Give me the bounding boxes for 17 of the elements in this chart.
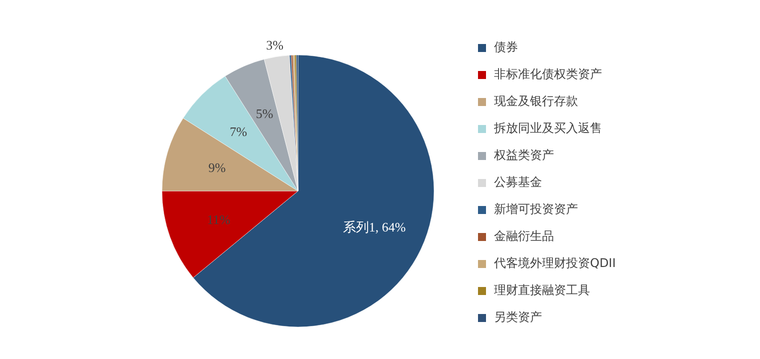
data-label: 系列1, 64% xyxy=(342,219,406,234)
data-label: 5% xyxy=(256,106,274,122)
legend-label: 现金及银行存款 xyxy=(494,93,578,110)
data-label: 3% xyxy=(266,37,284,52)
legend-label: 权益类资产 xyxy=(494,147,554,164)
legend-label: 拆放同业及买入返售 xyxy=(494,120,602,137)
legend-label: 理财直接融资工具 xyxy=(494,282,590,299)
legend-label: 代客境外理财投资QDII xyxy=(494,255,616,272)
legend-label: 金融衍生品 xyxy=(494,228,554,245)
legend-label: 非标准化债权类资产 xyxy=(494,66,602,83)
legend-label: 公募基金 xyxy=(494,174,542,191)
data-label: 7% xyxy=(230,124,248,139)
data-label: 9% xyxy=(208,160,226,175)
legend-label: 债券 xyxy=(494,39,518,56)
data-label: 11% xyxy=(206,212,231,228)
legend-label: 另类资产 xyxy=(494,309,542,326)
legend-label: 新增可投资资产 xyxy=(494,201,578,218)
